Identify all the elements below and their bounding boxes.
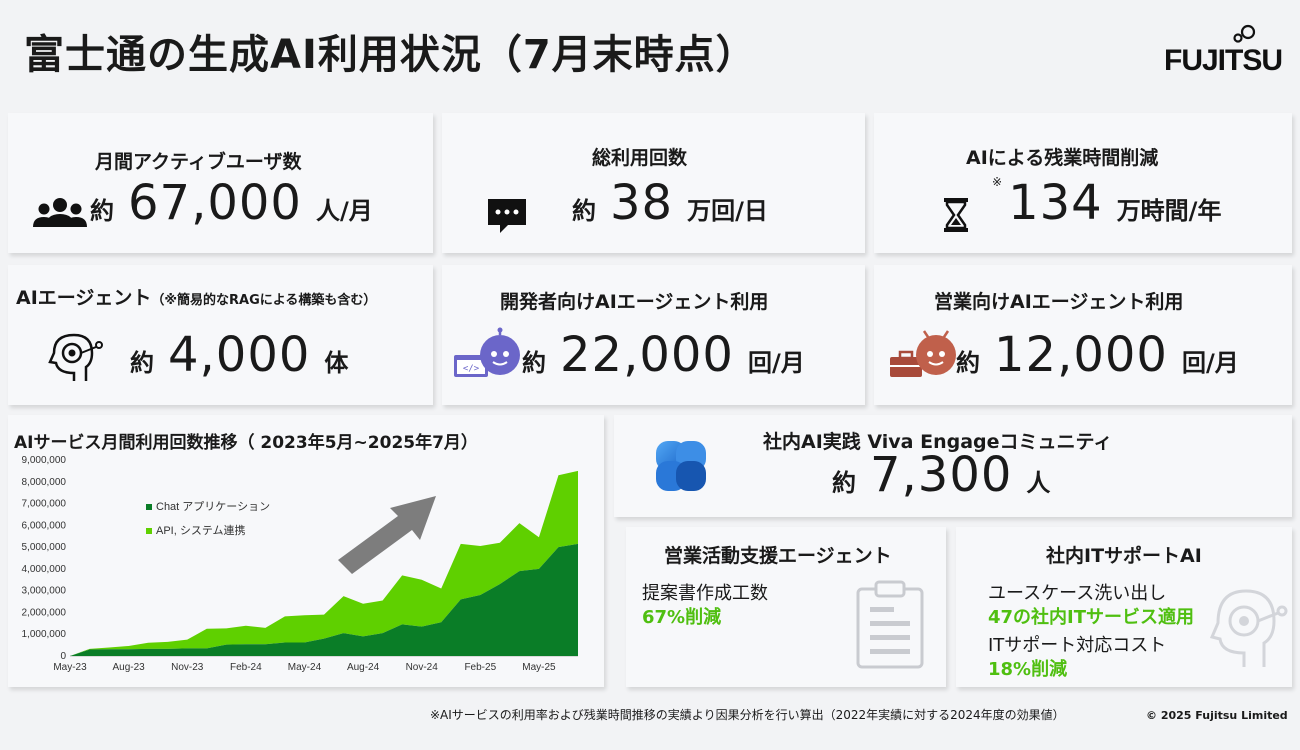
x-tick-label: Nov-23: [171, 662, 204, 673]
community-metric: 約 7,300 人: [832, 447, 1050, 503]
dev-agent-value: 22,000: [560, 327, 734, 383]
fujitsu-logo: FUJITSU: [1164, 22, 1283, 82]
agent-prefix: 約: [130, 349, 154, 377]
usage-value: 38: [610, 175, 674, 231]
chart-title: AIサービス月間利用回数推移（ 2023年5月~2025年7月）: [14, 433, 478, 453]
agent-title-sub: （※簡易的なRAGによる構築も含む）: [151, 293, 377, 308]
sales-agent-unit: 回/月: [1181, 349, 1239, 377]
series-area-api: [70, 470, 578, 656]
y-tick-label: 5,000,000: [22, 542, 67, 553]
x-tick-label: Aug-23: [112, 662, 145, 673]
logo-text: FUJITSU: [1164, 44, 1283, 77]
x-tick-label: May-24: [288, 662, 322, 673]
x-tick-label: Aug-24: [347, 662, 380, 673]
it-support-line4: 18%削減: [988, 659, 1068, 680]
usage-card: 総利用回数 約 38 万回/日: [442, 113, 865, 253]
it-support-line2: 47の社内ITサービス適用: [988, 607, 1195, 628]
community-prefix: 約: [832, 469, 856, 497]
overtime-metric: ※ 134 万時間/年: [992, 175, 1221, 231]
sales-support-line1: 提案書作成工数: [642, 583, 768, 604]
dev-agent-title: 開発者向けAIエージェント利用: [500, 291, 769, 313]
developer-bot-icon: </>: [454, 327, 520, 377]
overtime-note: ※: [992, 175, 1003, 189]
community-value: 7,300: [870, 447, 1013, 503]
y-tick-label: 2,000,000: [22, 607, 67, 618]
chat-bubble-icon: [488, 199, 526, 233]
x-tick-label: May-25: [522, 662, 556, 673]
footnote: ※AIサービスの利用率および残業時間推移の実績より因果分析を行い算出（2022年…: [430, 708, 1065, 722]
copyright: © 2025 Fujitsu Limited: [1146, 709, 1288, 722]
ai-head-icon: [48, 333, 103, 381]
agent-title-wrap: AIエージェント（※簡易的なRAGによる構築も含む）: [16, 283, 376, 310]
sales-agent-value: 12,000: [994, 327, 1168, 383]
dev-agent-metric: 約 22,000 回/月: [522, 327, 805, 383]
agent-metric: 約 4,000 体: [130, 327, 348, 383]
viva-engage-icon: [656, 441, 706, 491]
dev-agent-unit: 回/月: [747, 349, 805, 377]
it-support-card: 社内ITサポートAI ユースケース洗い出し 47の社内ITサービス適用 ITサポ…: [956, 527, 1292, 687]
y-tick-label: 6,000,000: [22, 520, 67, 531]
it-support-line1: ユースケース洗い出し: [988, 583, 1167, 604]
agent-value: 4,000: [168, 327, 311, 383]
svg-text:</>: </>: [463, 364, 480, 374]
sales-agent-card: 営業向けAIエージェント利用 約 12,000 回/月: [874, 265, 1292, 405]
dev-agent-card: 開発者向けAIエージェント利用 </> 約 22,000 回/月: [442, 265, 865, 405]
community-card: 社内AI実践 Viva Engageコミュニティ 約 7,300 人: [614, 415, 1292, 517]
sales-bot-icon: [890, 330, 956, 377]
sales-support-line2: 67%削減: [642, 607, 722, 628]
community-unit: 人: [1026, 469, 1051, 497]
dev-agent-prefix: 約: [522, 349, 546, 377]
legend-swatch: [146, 504, 152, 510]
hourglass-icon: [944, 198, 968, 232]
x-tick-label: Feb-25: [464, 662, 496, 673]
overtime-title: AIによる残業時間削減: [966, 147, 1159, 169]
mau-value: 67,000: [128, 175, 302, 231]
overtime-value: 134: [1008, 175, 1103, 231]
trend-arrow-icon: [338, 496, 436, 574]
it-support-title: 社内ITサポートAI: [1046, 545, 1202, 567]
ai-head-icon: [1209, 589, 1288, 667]
x-tick-label: Nov-24: [406, 662, 439, 673]
page-title: 富士通の生成AI利用状況（7月末時点）: [24, 32, 757, 78]
agent-title: AIエージェント: [16, 287, 152, 309]
agent-card: AIエージェント（※簡易的なRAGによる構築も含む） 約 4,000 体: [8, 265, 433, 405]
community-title: 社内AI実践 Viva Engageコミュニティ: [763, 431, 1113, 453]
usage-metric: 約 38 万回/日: [572, 175, 768, 231]
usage-prefix: 約: [572, 197, 596, 225]
y-tick-label: 7,000,000: [22, 499, 67, 510]
legend-label: API, システム連携: [156, 523, 246, 537]
legend-label: Chat アプリケーション: [156, 500, 270, 513]
mau-card: 月間アクティブユーザ数 約 67,000 人/月: [8, 113, 433, 253]
y-tick-label: 0: [60, 651, 66, 662]
sales-agent-metric: 約 12,000 回/月: [956, 327, 1239, 383]
overtime-unit: 万時間/年: [1116, 197, 1222, 225]
sales-agent-prefix: 約: [956, 349, 980, 377]
x-tick-label: May-23: [53, 662, 87, 673]
overtime-card: AIによる残業時間削減 ※ 134 万時間/年: [874, 113, 1292, 253]
sales-support-card: 営業活動支援エージェント 提案書作成工数 67%削減: [626, 527, 946, 687]
y-tick-label: 1,000,000: [22, 629, 67, 640]
sales-agent-title: 営業向けAIエージェント利用: [934, 291, 1184, 313]
usage-title: 総利用回数: [592, 147, 688, 169]
y-tick-label: 4,000,000: [22, 564, 67, 575]
legend-swatch: [146, 528, 152, 534]
y-tick-label: 3,000,000: [22, 586, 67, 597]
usage-trend-chart: 9,000,000 8,000,000 7,000,000 6,000,000 5,00…: [22, 455, 578, 673]
mau-metric: 約 67,000 人/月: [90, 175, 373, 231]
mau-prefix: 約: [90, 197, 114, 225]
agent-unit: 体: [324, 349, 349, 377]
clipboard-icon: [856, 580, 924, 669]
sales-support-title: 営業活動支援エージェント: [664, 545, 892, 567]
mau-unit: 人/月: [315, 197, 373, 225]
series-area-chat: [70, 543, 578, 656]
it-support-line3: ITサポート対応コスト: [988, 635, 1167, 656]
y-tick-label: 9,000,000: [22, 455, 67, 466]
x-tick-label: Feb-24: [230, 662, 262, 673]
usage-unit: 万回/日: [687, 197, 768, 225]
users-icon: [33, 198, 87, 227]
mau-title: 月間アクティブユーザ数: [95, 151, 302, 173]
y-tick-label: 8,000,000: [22, 477, 67, 488]
